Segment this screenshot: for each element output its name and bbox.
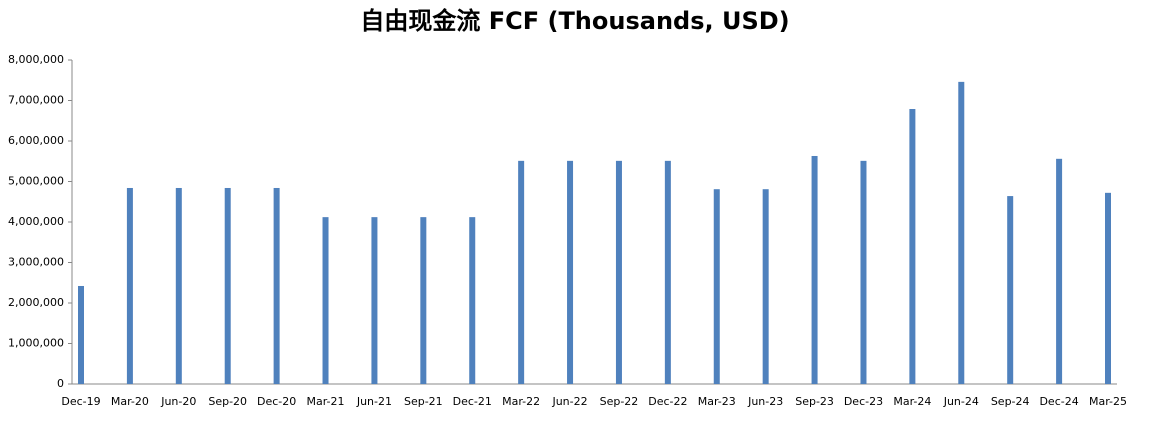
y-tick-label: 8,000,000 bbox=[8, 53, 64, 66]
y-tick-label: 5,000,000 bbox=[8, 175, 64, 188]
bar bbox=[664, 160, 671, 384]
bar bbox=[126, 187, 133, 384]
bar bbox=[860, 160, 867, 384]
x-tick-label: Sep-23 bbox=[795, 395, 834, 408]
bar bbox=[762, 189, 769, 384]
x-tick-label: Mar-24 bbox=[893, 395, 931, 408]
bar bbox=[371, 217, 378, 384]
y-tick-label: 3,000,000 bbox=[8, 256, 64, 269]
bar bbox=[567, 160, 574, 384]
bar bbox=[909, 109, 916, 384]
x-tick-label: Jun-24 bbox=[943, 395, 979, 408]
bar bbox=[1056, 158, 1063, 384]
x-tick-label: Jun-23 bbox=[747, 395, 783, 408]
x-tick-label: Dec-24 bbox=[1039, 395, 1078, 408]
bar bbox=[322, 217, 329, 384]
x-tick-label: Mar-25 bbox=[1089, 395, 1127, 408]
bar bbox=[1007, 196, 1014, 384]
y-tick-label: 6,000,000 bbox=[8, 134, 64, 147]
x-tick-label: Dec-20 bbox=[257, 395, 296, 408]
bar bbox=[78, 285, 84, 384]
x-tick-label: Sep-22 bbox=[600, 395, 639, 408]
x-tick-label: Dec-21 bbox=[453, 395, 492, 408]
bar bbox=[273, 187, 280, 384]
bar bbox=[615, 160, 622, 384]
x-tick-label: Jun-22 bbox=[551, 395, 587, 408]
x-tick-label: Mar-22 bbox=[502, 395, 540, 408]
x-tick-label: Mar-23 bbox=[698, 395, 736, 408]
y-tick-label: 4,000,000 bbox=[8, 215, 64, 228]
bar bbox=[224, 187, 231, 384]
bar bbox=[811, 155, 818, 384]
y-tick-label: 7,000,000 bbox=[8, 94, 64, 107]
x-tick-label: Mar-20 bbox=[111, 395, 149, 408]
x-tick-label: Dec-22 bbox=[648, 395, 687, 408]
y-tick-label: 2,000,000 bbox=[8, 296, 64, 309]
bar bbox=[1105, 192, 1111, 384]
bar bbox=[469, 217, 476, 384]
y-tick-label: 0 bbox=[57, 377, 64, 390]
bar bbox=[713, 189, 720, 384]
x-tick-label: Jun-20 bbox=[160, 395, 196, 408]
x-tick-label: Sep-24 bbox=[991, 395, 1030, 408]
x-tick-label: Sep-20 bbox=[208, 395, 247, 408]
chart-title: 自由现金流 FCF (Thousands, USD) bbox=[360, 7, 789, 35]
bar bbox=[175, 187, 182, 384]
x-tick-label: Sep-21 bbox=[404, 395, 443, 408]
x-tick-label: Jun-21 bbox=[356, 395, 392, 408]
x-tick-label: Dec-23 bbox=[844, 395, 883, 408]
x-tick-label: Mar-21 bbox=[307, 395, 345, 408]
bar bbox=[420, 217, 427, 384]
bar bbox=[518, 160, 525, 384]
y-tick-label: 1,000,000 bbox=[8, 337, 64, 350]
bar bbox=[958, 81, 965, 385]
x-tick-label: Dec-19 bbox=[61, 395, 100, 408]
